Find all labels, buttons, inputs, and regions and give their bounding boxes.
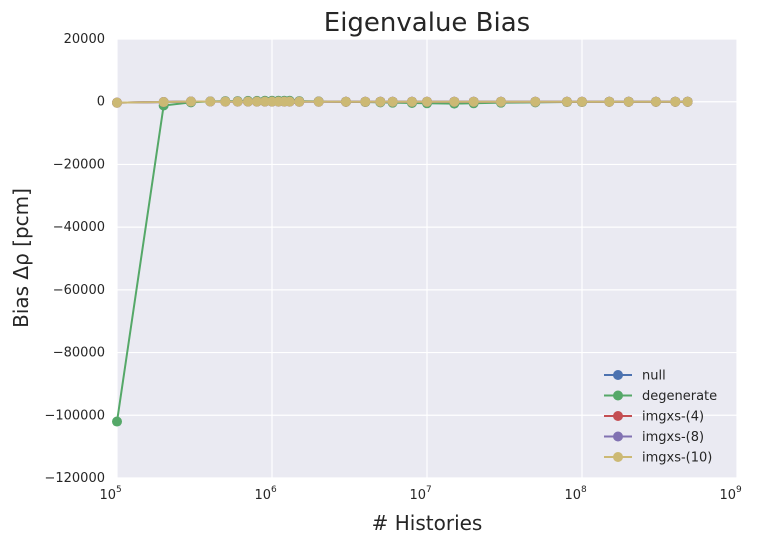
legend-label: imgxs-(10): [642, 451, 712, 466]
x-tick-exponent: 5: [116, 485, 122, 495]
data-point: [670, 96, 681, 107]
legend-item: degenerate: [604, 389, 717, 404]
y-tick-label: −80000: [53, 346, 105, 361]
x-tick-base: 10: [409, 488, 426, 503]
data-point: [406, 96, 417, 107]
data-point: [561, 96, 572, 107]
data-point: [112, 97, 122, 108]
data-point: [259, 96, 270, 107]
x-tick-base: 10: [99, 488, 116, 503]
x-tick-base: 10: [254, 488, 271, 503]
y-tick-label: −20000: [53, 157, 105, 172]
y-tick-label: −100000: [44, 408, 105, 423]
data-point: [340, 96, 351, 107]
y-tick-label: −120000: [44, 471, 105, 486]
legend-label: imgxs-(8): [642, 430, 704, 445]
data-point: [650, 96, 661, 107]
x-axis-label: # Histories: [372, 511, 483, 535]
series-imgxs-(10): [112, 96, 693, 108]
legend-label: null: [642, 369, 666, 384]
x-tick-exponent: 8: [581, 485, 587, 495]
data-point: [360, 96, 371, 107]
series-line: [116, 100, 688, 104]
legend-marker: [613, 431, 623, 442]
x-tick-base: 10: [564, 488, 581, 503]
data-point: [604, 96, 615, 107]
data-point: [468, 96, 479, 107]
data-point: [495, 96, 506, 107]
legend-marker: [613, 370, 623, 380]
data-point: [294, 96, 305, 107]
chart-title: Eigenvalue Bias: [324, 8, 530, 38]
legend-label: imgxs-(4): [642, 410, 704, 425]
data-point: [220, 96, 231, 107]
x-tick-label: 10 6: [254, 485, 277, 503]
data-point: [313, 96, 324, 107]
y-tick-labels: 20000 0 −20000 −40000 −60000 −80000 −100000 −12…: [44, 32, 105, 486]
legend-label: degenerate: [642, 389, 717, 404]
y-tick-label: 0: [97, 95, 105, 110]
x-tick-exponent: 6: [271, 485, 277, 495]
x-tick-label: 10 9: [719, 485, 742, 503]
x-tick-label: 10 8: [564, 485, 587, 503]
data-point: [205, 96, 216, 107]
series-group: [112, 95, 693, 427]
x-tick-labels: 10 5 10 6 10 7 10 8 10 9: [99, 485, 742, 503]
legend-item: imgxs-(8): [604, 430, 704, 445]
x-tick-exponent: 7: [426, 485, 432, 495]
y-tick-label: −40000: [53, 220, 105, 235]
legend-item: imgxs-(10): [604, 451, 712, 466]
x-tick-label: 10 5: [99, 485, 121, 503]
y-tick-label: −60000: [53, 283, 105, 298]
data-point: [422, 96, 432, 107]
x-tick-label: 10 7: [409, 485, 431, 503]
x-tick-base: 10: [719, 488, 736, 503]
legend-item: null: [604, 369, 666, 384]
data-point: [577, 96, 587, 107]
data-point: [112, 416, 122, 427]
data-point: [623, 96, 634, 107]
data-point: [449, 96, 460, 107]
y-axis-label: Bias Δρ [pcm]: [9, 188, 33, 328]
y-tick-label: 20000: [64, 32, 105, 47]
legend-marker: [613, 411, 623, 421]
data-point: [682, 96, 693, 107]
data-point: [375, 96, 386, 107]
data-point: [242, 96, 253, 107]
data-point: [232, 96, 243, 107]
x-tick-exponent: 9: [736, 485, 742, 495]
data-point: [251, 96, 262, 107]
data-point: [284, 96, 295, 107]
data-point: [387, 96, 398, 107]
legend-marker: [613, 390, 623, 401]
data-point: [185, 96, 196, 107]
data-point: [158, 97, 169, 108]
data-point: [530, 96, 541, 107]
legend-item: imgxs-(4): [604, 410, 704, 425]
legend-marker: [613, 452, 623, 462]
legend: null degenerate imgxs-(4) imgxs-(8) imgxs-(1…: [604, 369, 717, 466]
